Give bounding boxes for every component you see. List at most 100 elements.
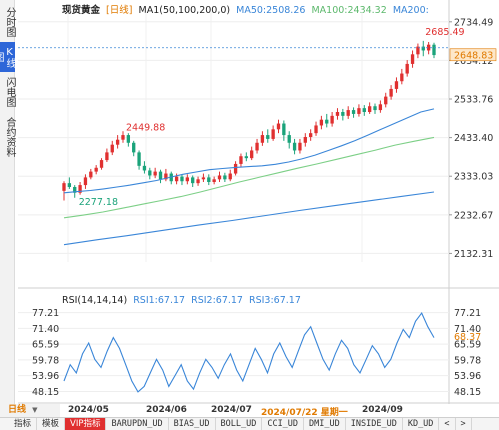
rsi-tick-label-left: 53.96 (32, 371, 59, 382)
candle-body (357, 108, 361, 114)
tab-templates[interactable]: 模板 (37, 417, 66, 430)
candle-body (142, 165, 147, 171)
candle-body (421, 46, 425, 51)
ma-label: MA1(50,100,200,0) (138, 5, 231, 16)
date-label-may: 2024/05 (68, 405, 109, 415)
candle-body (174, 176, 179, 182)
ma200-line (63, 191, 435, 246)
candle-body (276, 123, 281, 130)
candle-body (335, 112, 340, 116)
candle-body (196, 179, 200, 184)
rsi-legend: RSI(14,14,14) RSI1:67.17 RSI2:67.17 RSI3… (62, 295, 304, 306)
ma100-line (63, 136, 435, 219)
tab-vip-indicators[interactable]: VIP指标 (65, 417, 107, 430)
tab-kd[interactable]: KD_UD (403, 417, 440, 430)
rsi-line (63, 312, 435, 393)
candle-body (250, 150, 254, 159)
candle-body (78, 185, 82, 193)
candle-body (432, 44, 436, 56)
price-tick-label: 2333.03 (454, 172, 493, 183)
candle-body (330, 115, 334, 124)
candle-body (282, 123, 286, 136)
tab-indicators[interactable]: 指标 (0, 417, 38, 430)
rsi-tick-label: 77.21 (454, 308, 481, 319)
candle-body (191, 177, 195, 184)
date-label-jun: 2024/06 (146, 405, 187, 415)
candle-body (201, 177, 206, 180)
ma-legend: 现货黄金 [日线] MA1(50,100,200,0) MA50:2508.26… (62, 2, 432, 16)
rsi-tick-label-left: 59.78 (32, 355, 59, 366)
candle-body (394, 81, 399, 89)
rsi-tick-label-left: 77.21 (32, 308, 59, 319)
date-label-crosshair: 2024/07/22 星期一 (261, 408, 348, 418)
candle-body (426, 44, 431, 51)
tab-flash[interactable]: 闪电图 (4, 77, 15, 107)
current-price-label: 2648.83 (454, 50, 493, 61)
scroll-left-button[interactable]: < (439, 417, 456, 430)
rsi-tick-label-left: 71.40 (32, 324, 59, 335)
rsi-tick-label: 59.78 (454, 355, 481, 366)
candle-body (319, 119, 324, 126)
candle-body (309, 133, 313, 137)
candle-body (217, 175, 222, 180)
candle-body (73, 187, 77, 193)
rsi-tick-label-left: 48.15 (32, 387, 59, 398)
candle-body (83, 177, 88, 186)
rsi-tick-label: 53.96 (454, 371, 481, 382)
symbol-name: 现货黄金 (62, 5, 101, 16)
candle-body (400, 73, 404, 82)
price-tick-label: 2132.31 (454, 249, 493, 260)
candle-body (228, 173, 232, 180)
price-tick-label: 2232.67 (454, 210, 493, 221)
tab-barupdn[interactable]: BARUPDN_UD (106, 417, 169, 430)
candle-body (158, 171, 163, 180)
tab-contract-info[interactable]: 合约资料 (4, 117, 15, 157)
candle-body (67, 183, 72, 187)
ma50-line (63, 108, 435, 194)
tab-intraday[interactable]: 分时图 (4, 7, 15, 37)
price-tick-label: 2634.12 (454, 56, 493, 67)
tab-boll[interactable]: BOLL_UD (216, 417, 263, 430)
candle-body (239, 156, 243, 164)
candle-body (367, 106, 372, 112)
candle-body (341, 112, 345, 116)
high-annotation: 2685.49 (425, 27, 464, 38)
candle-body (346, 110, 350, 116)
candle-body (132, 142, 136, 153)
rsi-tick-label-left: 65.59 (32, 340, 59, 351)
tab-cci[interactable]: CCI_UD (262, 417, 305, 430)
candle-body (105, 152, 109, 161)
tab-kline[interactable]: K线图 (0, 42, 15, 72)
candle-body (126, 135, 131, 143)
mid-high-annotation: 2449.88 (126, 122, 165, 133)
tab-bias[interactable]: BIAS_UD (169, 417, 216, 430)
candle-body (325, 119, 329, 124)
candle-body (351, 110, 356, 114)
candle-body (212, 179, 216, 182)
rsi3-value: RSI3:67.17 (249, 295, 301, 306)
date-label-sep: 2024/09 (362, 405, 403, 415)
chart-area[interactable]: 现货黄金 [日线] MA1(50,100,200,0) MA50:2508.26… (16, 0, 499, 404)
candle-body (94, 167, 98, 172)
candle-body (185, 177, 189, 182)
candle-body (405, 63, 409, 74)
rsi-tick-label: 71.40 (454, 324, 481, 335)
candle-body (303, 137, 307, 143)
candle-body (287, 135, 291, 143)
scroll-right-button[interactable]: > (456, 417, 472, 430)
tab-dmi[interactable]: DMI_UD (304, 417, 346, 430)
price-tick-label: 2433.40 (454, 133, 493, 144)
ma100-value: MA100:2434.32 (311, 5, 387, 16)
indicator-toolbar: 指标 模板 VIP指标 BARUPDN_UD BIAS_UD BOLL_UD C… (0, 417, 499, 430)
rsi-tick-label: 48.15 (454, 387, 481, 398)
tab-inside[interactable]: INSIDE_UD (346, 417, 403, 430)
chart-svg: 2734.49 2634.12 2533.76 2433.40 2333.03 2232.… (18, 0, 499, 404)
candle-body (115, 139, 120, 145)
candle-body (384, 96, 388, 105)
period-select-label: 日线 (8, 405, 27, 415)
candle-body (233, 163, 238, 174)
period-select[interactable]: 日线 ▼ (0, 404, 60, 417)
date-axis: 2024/05 2024/06 2024/07 2024/07/22 星期一 2… (16, 404, 499, 418)
date-label-jul: 2024/07 (211, 405, 252, 415)
candle-body (378, 104, 383, 111)
